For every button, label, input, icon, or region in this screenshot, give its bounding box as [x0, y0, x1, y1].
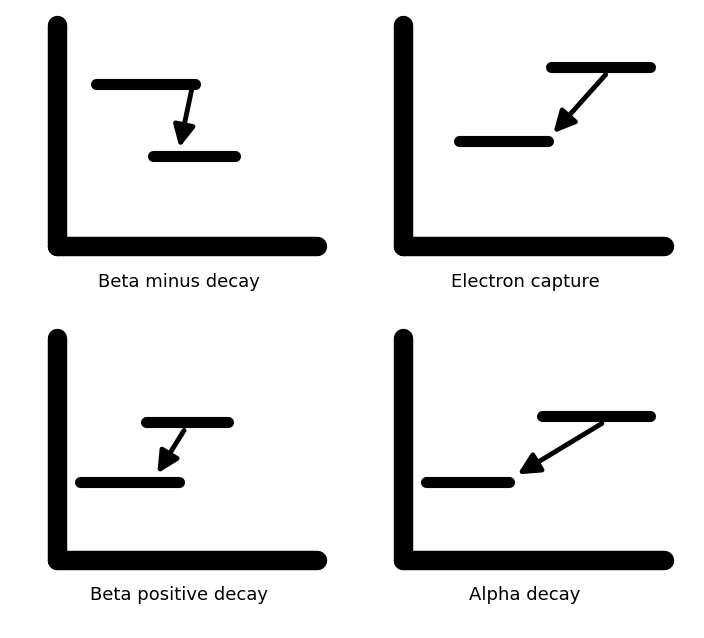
Text: Alpha decay: Alpha decay: [470, 586, 581, 604]
Text: Beta positive decay: Beta positive decay: [90, 586, 268, 604]
Text: Beta minus decay: Beta minus decay: [98, 272, 260, 291]
Text: Electron capture: Electron capture: [451, 272, 599, 291]
